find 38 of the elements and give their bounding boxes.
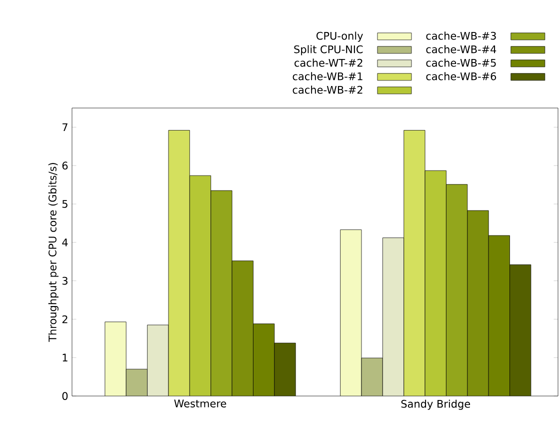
- y-tick-label: 0: [62, 392, 68, 400]
- bar: [382, 238, 404, 396]
- y-tick-label: 1: [62, 354, 68, 362]
- bar: [253, 324, 275, 396]
- bar: [446, 184, 468, 396]
- bar: [488, 235, 510, 396]
- bar: [340, 230, 362, 396]
- bar: [467, 210, 489, 396]
- x-tick-label: Westmere: [174, 400, 226, 408]
- bar: [210, 190, 232, 396]
- y-tick-label: 6: [62, 162, 68, 170]
- x-tick-label: Sandy Bridge: [401, 400, 470, 410]
- y-tick-label: 7: [62, 123, 68, 132]
- y-tick-label: 5: [62, 200, 68, 208]
- bar: [104, 322, 126, 396]
- bar: [510, 264, 532, 396]
- legend-label: Split CPU-NIC: [294, 45, 363, 56]
- bar: [404, 130, 426, 396]
- legend-label: cache-WB-#5: [426, 58, 496, 67]
- y-tick-label: 4: [62, 238, 68, 246]
- y-tick-label: 3: [62, 276, 68, 285]
- bar: [168, 130, 190, 396]
- legend-label: CPU-only: [316, 32, 363, 42]
- bar: [274, 342, 296, 396]
- y-tick-label: 2: [62, 315, 68, 324]
- bar: [189, 175, 212, 396]
- bar: [424, 170, 446, 396]
- y-axis-title: Throughput per CPU core (Gbits/s): [48, 163, 58, 342]
- legend-label: cache-WB-#2: [292, 86, 362, 94]
- legend-label: cache-WB-#1: [292, 72, 362, 80]
- legend-label: cache-WB-#6: [426, 72, 496, 80]
- bar: [232, 260, 254, 396]
- legend-label: cache-WB-#4: [426, 45, 496, 54]
- bar: [147, 324, 169, 396]
- legend-label: cache-WB-#3: [426, 32, 496, 40]
- legend-label: cache-WT-#2: [294, 58, 362, 67]
- bar: [126, 368, 148, 396]
- bar: [361, 358, 383, 396]
